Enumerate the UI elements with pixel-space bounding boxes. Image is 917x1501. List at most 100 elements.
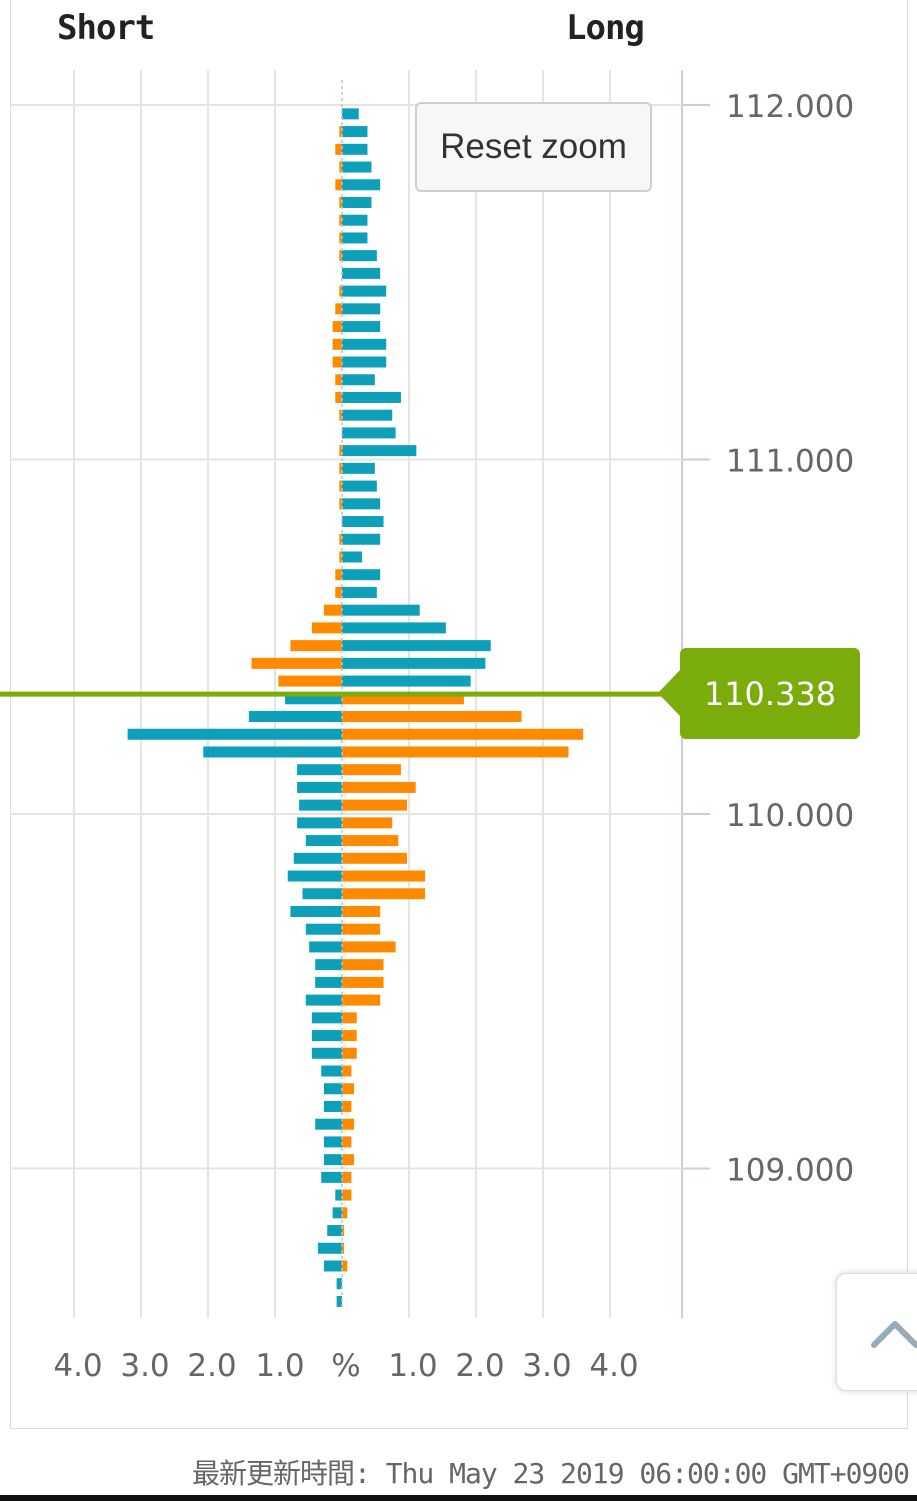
short-bar	[251, 657, 342, 669]
short-bar	[339, 551, 342, 563]
chart-frame	[10, 0, 908, 1429]
long-bar	[342, 711, 522, 723]
long-bar	[342, 409, 393, 421]
scroll-to-top-button[interactable]	[836, 1273, 917, 1391]
short-bar	[335, 391, 342, 403]
long-bar	[342, 870, 426, 882]
bottom-edge	[0, 1495, 917, 1501]
long-bar	[342, 143, 368, 155]
short-bar	[332, 338, 342, 350]
short-bar	[293, 852, 342, 864]
long-bar	[342, 374, 375, 386]
long-bar	[342, 1100, 352, 1112]
long-bar	[342, 285, 387, 297]
x-tick-label: 4.0	[53, 1348, 102, 1384]
short-bar	[339, 498, 342, 510]
short-bar	[305, 923, 342, 935]
long-bar	[342, 1154, 355, 1166]
order-book-chart[interactable]: 112.000 111.000 110.000 109.000 4.0 3.0 2.0 1.0…	[0, 0, 917, 1440]
long-bar	[342, 179, 381, 191]
long-bar	[342, 675, 471, 687]
long-bar	[342, 516, 384, 528]
short-bar	[339, 214, 342, 226]
x-tick-label: 1.0	[388, 1348, 437, 1384]
x-tick-label: 3.0	[120, 1348, 169, 1384]
short-bar	[315, 976, 342, 988]
short-bar	[290, 905, 342, 917]
short-bar	[297, 781, 342, 793]
short-bar	[335, 586, 342, 598]
short-bar	[203, 746, 342, 758]
long-bar	[342, 941, 396, 953]
long-bar	[342, 108, 359, 120]
long-bar	[342, 728, 584, 740]
short-bar	[285, 693, 342, 705]
y-tick-label: 112.000	[726, 89, 854, 125]
long-bar	[342, 196, 372, 208]
x-tick-label: 3.0	[522, 1348, 571, 1384]
short-bar	[305, 835, 342, 847]
short-bar	[335, 374, 342, 386]
short-bar	[311, 1012, 342, 1024]
short-bar	[335, 179, 342, 191]
short-bar	[339, 285, 342, 297]
long-bar	[342, 905, 381, 917]
short-bar	[339, 480, 342, 492]
long-bar	[342, 640, 491, 652]
short-bar	[332, 321, 342, 333]
long-bar	[342, 321, 381, 333]
short-bar	[323, 1083, 342, 1095]
short-bar	[290, 640, 342, 652]
long-bar	[342, 852, 407, 864]
short-bar	[297, 817, 342, 829]
short-bar	[327, 1225, 342, 1237]
x-tick-label: 2.0	[455, 1348, 504, 1384]
short-bar	[339, 250, 342, 262]
short-bar	[309, 941, 342, 953]
short-bar	[302, 888, 342, 900]
reset-zoom-button[interactable]: Reset zoom	[415, 102, 652, 192]
long-bar	[342, 1065, 352, 1077]
long-bar	[342, 250, 377, 262]
short-bar	[278, 675, 342, 687]
long-bar	[342, 764, 401, 776]
short-bar	[248, 711, 342, 723]
y-tick-label: 109.000	[726, 1153, 854, 1189]
short-bar	[339, 533, 342, 545]
long-bar	[342, 622, 446, 634]
short-bar	[321, 1171, 342, 1183]
long-bar	[342, 781, 416, 793]
long-bar	[342, 1189, 352, 1201]
long-bar	[342, 303, 381, 315]
short-bar	[311, 1030, 342, 1042]
short-bar	[299, 799, 342, 811]
long-bar	[342, 604, 420, 616]
long-bar	[342, 338, 387, 350]
short-bar	[332, 356, 342, 368]
long-bar	[342, 1207, 348, 1219]
short-bar	[336, 1295, 342, 1307]
long-bar	[342, 533, 381, 545]
long-bar	[342, 1012, 357, 1024]
y-tick-label: 111.000	[726, 444, 854, 480]
short-bar	[305, 994, 342, 1006]
short-bar	[127, 728, 342, 740]
long-bar	[342, 1047, 357, 1059]
long-bar	[342, 391, 401, 403]
short-bar	[339, 462, 342, 474]
long-bar	[342, 1030, 357, 1042]
x-tick-label: %	[331, 1348, 360, 1384]
short-bar	[317, 1242, 342, 1254]
x-tick-label: 4.0	[589, 1348, 638, 1384]
long-bar	[342, 214, 368, 226]
short-label: Short	[57, 8, 155, 48]
long-bar	[342, 835, 399, 847]
short-bar	[321, 1065, 342, 1077]
short-bar	[315, 1118, 342, 1130]
short-bar	[339, 445, 342, 457]
long-bar	[342, 1136, 352, 1148]
short-bar	[339, 161, 342, 173]
long-bar	[342, 462, 375, 474]
long-bar	[342, 569, 381, 581]
short-bar	[323, 604, 342, 616]
